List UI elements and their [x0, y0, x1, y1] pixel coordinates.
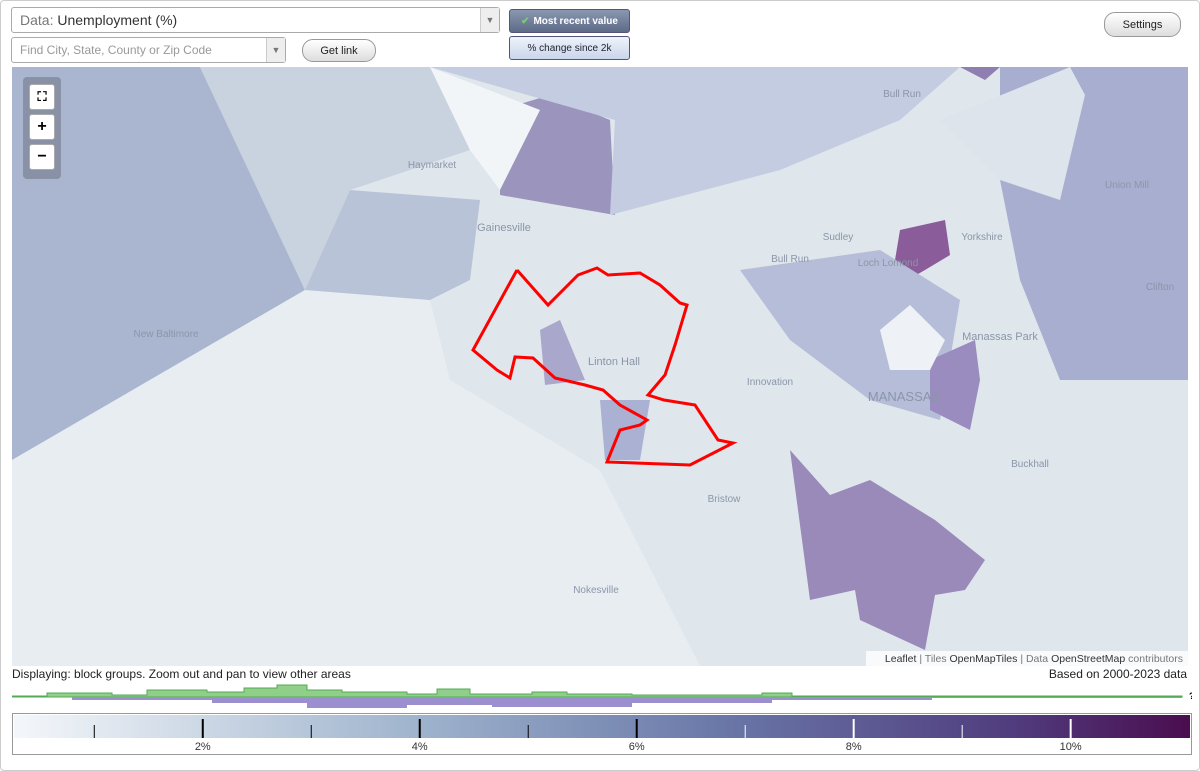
region [960, 67, 1000, 80]
region [880, 305, 945, 370]
map-label: Nokesville [573, 585, 619, 596]
map-label: Buckhall [1011, 459, 1049, 470]
data-value: Unemployment (%) [57, 12, 178, 28]
legend-tick-label: 4% [412, 741, 428, 753]
attr-text: Data [1026, 653, 1048, 665]
map-label: Manassas Park [962, 331, 1038, 343]
help-icon[interactable]: ? [1189, 691, 1192, 701]
region [305, 190, 480, 300]
legend-tick-label: 10% [1060, 741, 1082, 753]
legend-tick-label: 2% [195, 741, 211, 753]
search-placeholder: Find City, State, County or Zip Code [20, 43, 212, 57]
selected-area-outline [471, 266, 738, 467]
displaying-text: Displaying: block groups. Zoom out and p… [12, 667, 351, 681]
map-label: Bristow [708, 494, 742, 505]
attribution-bg [866, 651, 1188, 666]
map-label: Haymarket [408, 160, 457, 171]
attr-osm[interactable]: OpenStreetMap [1051, 653, 1125, 665]
region [790, 450, 985, 650]
legend: 2% 4% 6% 8% 10% [12, 713, 1192, 755]
most-recent-toggle[interactable]: ✔ Most recent value [509, 9, 630, 33]
zoom-out-button[interactable]: − [29, 144, 55, 170]
region [12, 290, 700, 666]
data-select[interactable]: Data: Unemployment (%) ▼ [11, 7, 500, 33]
legend-gradient [14, 715, 1190, 738]
map-label: Bull Run [883, 89, 921, 100]
region [200, 67, 470, 290]
data-prefix: Data: [20, 12, 54, 28]
map-label: Linton Hall [588, 356, 640, 368]
attr-leaflet[interactable]: Leaflet [885, 653, 917, 665]
region [430, 67, 960, 215]
map-label: MANASSAS [868, 389, 941, 404]
histogram: ? [12, 684, 1192, 708]
region [12, 67, 305, 460]
search-box[interactable]: Find City, State, County or Zip Code ▼ [11, 37, 286, 63]
most-recent-label: Most recent value [533, 15, 618, 27]
zoom-in-button[interactable]: + [29, 114, 55, 140]
region [940, 67, 1085, 200]
get-link-button[interactable]: Get link [302, 39, 376, 62]
map-label: Loch Lomond [858, 258, 919, 269]
dropdown-arrow: ▼ [480, 8, 499, 32]
region [930, 340, 980, 430]
map-label: Bull Run [771, 254, 809, 265]
histogram-change [12, 697, 1182, 708]
map-label: New Baltimore [133, 329, 198, 340]
attr-text: contributors [1128, 653, 1183, 665]
attr-text: Tiles [925, 653, 947, 665]
map[interactable]: Haymarket Gainesville Bull Run Union Mil… [12, 67, 1188, 666]
legend-tick-label: 8% [846, 741, 862, 753]
attr-tiles[interactable]: OpenMapTiles [950, 653, 1018, 665]
attribution: Leaflet | Tiles OpenMapTiles | Data Open… [885, 653, 1183, 665]
map-label: Sudley [823, 232, 854, 243]
dropdown-arrow: ▼ [266, 38, 285, 62]
pct-change-toggle[interactable]: % change since 2k [509, 36, 630, 60]
fullscreen-button[interactable]: ⛶ [29, 84, 55, 110]
region [740, 250, 960, 420]
settings-button[interactable]: Settings [1104, 12, 1181, 37]
map-label: Gainesville [477, 222, 531, 234]
map-label: Innovation [747, 377, 793, 388]
map-label: Union Mill [1105, 180, 1149, 191]
region [430, 67, 540, 190]
map-label: Clifton [1146, 282, 1174, 293]
region [540, 320, 585, 385]
legend-tick-label: 6% [629, 741, 645, 753]
based-on-text: Based on 2000-2023 data [1048, 667, 1187, 681]
map-label: Yorkshire [961, 232, 1003, 243]
histogram-recent [12, 684, 1183, 698]
